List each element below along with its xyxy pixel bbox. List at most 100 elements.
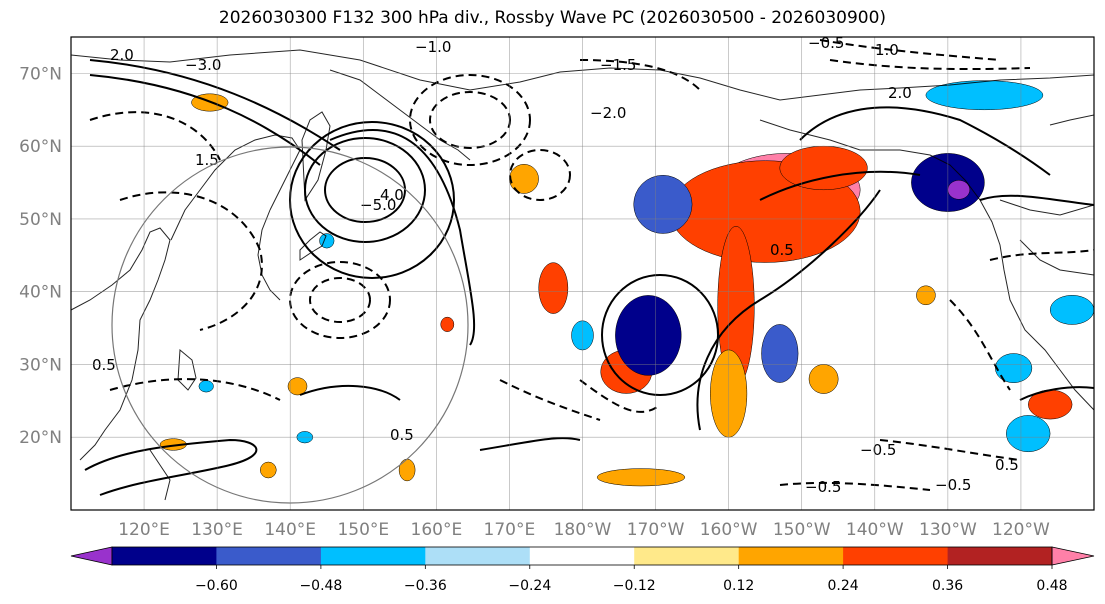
lon-tick-label: 130°W xyxy=(919,520,977,540)
divergence-region xyxy=(615,295,682,376)
contour-line-dashed xyxy=(509,149,571,201)
contour-line-dashed xyxy=(309,277,371,323)
lon-tick-label: 140°E xyxy=(264,520,316,540)
divergence-region xyxy=(779,145,868,191)
contour-label: 0.5 xyxy=(390,426,414,444)
divergence-region xyxy=(509,164,539,194)
contour-label: 2.0 xyxy=(110,46,134,64)
contour-line-dashed xyxy=(429,91,511,149)
colorbar-frame xyxy=(111,546,1053,566)
divergence-region xyxy=(398,458,416,482)
contour-label: −2.0 xyxy=(590,104,626,122)
divergence-region xyxy=(808,364,839,394)
latitude-labels: 70°N 60°N 50°N 40°N 30°N 20°N xyxy=(19,64,62,448)
colorbar-tick-label: −0.36 xyxy=(404,578,447,594)
contour-line-dashed xyxy=(829,59,1031,71)
lat-tick-label: 50°N xyxy=(19,210,62,230)
contour-line xyxy=(329,129,476,346)
colorbar-tick-label: −0.12 xyxy=(613,578,656,594)
longitude-labels: 120°E 130°E 140°E 150°E 160°E 170°E 180°W 170°W… xyxy=(118,520,1050,540)
colorbar-tick-label: 0.12 xyxy=(723,578,754,594)
contour-line xyxy=(696,189,881,431)
contour-label: −1.5 xyxy=(600,56,636,74)
colorbar-segment xyxy=(112,547,217,565)
contour-label: −0.5 xyxy=(805,478,841,496)
lon-tick-label: 120°E xyxy=(118,520,170,540)
lon-tick-label: 150°E xyxy=(337,520,389,540)
divergence-region xyxy=(916,285,936,306)
colorbar-segment xyxy=(947,547,1053,565)
contour-label: 0.5 xyxy=(770,241,794,259)
colorbar-segment xyxy=(529,547,635,565)
lat-tick-label: 70°N xyxy=(19,64,62,84)
lon-tick-label: 150°W xyxy=(773,520,831,540)
contour-label: 0.5 xyxy=(995,456,1019,474)
rossby-wave-contours-negative xyxy=(89,39,1094,491)
contour-label: 0.5 xyxy=(92,356,116,374)
contour-line-dashed xyxy=(949,299,1011,391)
contour-label: 4.0 xyxy=(380,186,404,204)
contour-line xyxy=(84,438,258,496)
contour-line xyxy=(89,59,341,151)
colorbar-segment xyxy=(216,547,322,565)
colorbar-tick-label: 0.24 xyxy=(828,578,859,594)
divergence-region xyxy=(198,380,214,393)
divergence-region xyxy=(287,377,308,396)
divergence-region xyxy=(260,461,277,479)
map-frame xyxy=(70,36,1095,511)
contour-line-dashed xyxy=(989,249,1094,261)
contour-label: −0.5 xyxy=(935,476,971,494)
colorbar-segment xyxy=(320,547,426,565)
divergence-region xyxy=(947,180,971,200)
contour-line-dashed xyxy=(579,379,661,413)
colorbar-tick-label: −0.24 xyxy=(508,578,551,594)
colorbar-segment xyxy=(425,547,531,565)
contour-line-dashed xyxy=(579,59,701,91)
contour-label: −3.0 xyxy=(185,56,221,74)
contour-line-dashed xyxy=(409,74,531,166)
contour-line-dashed xyxy=(779,481,931,491)
contour-line-dashed xyxy=(879,439,1021,461)
chart-title: 2026030300 F132 300 hPa div., Rossby Wav… xyxy=(218,8,887,28)
contour-line xyxy=(304,137,426,243)
divergence-region xyxy=(633,175,693,234)
divergence-region xyxy=(925,80,1044,111)
lon-tick-label: 140°W xyxy=(846,520,904,540)
colorbar-tick-label: −0.60 xyxy=(195,578,238,594)
lon-tick-label: 170°E xyxy=(484,520,536,540)
colorbar-tick-label: −0.48 xyxy=(299,578,342,594)
divergence-region xyxy=(995,353,1033,383)
contour-line xyxy=(1019,386,1094,401)
divergence-region xyxy=(596,468,686,487)
divergence-region xyxy=(440,316,455,332)
lat-tick-label: 60°N xyxy=(19,137,62,157)
colorbar-extend xyxy=(70,546,113,566)
contour-label: −0.5 xyxy=(860,441,896,459)
contour-line xyxy=(324,157,406,223)
lat-tick-label: 20°N xyxy=(19,428,62,448)
colorbar-tick-label: 0.36 xyxy=(932,578,963,594)
colorbar-segment xyxy=(738,547,844,565)
contour-label: −0.5 xyxy=(808,34,844,52)
colorbar-tick-label: 0.48 xyxy=(1036,578,1067,594)
colorbar: −0.60 −0.48 −0.36 −0.24 −0.12 0.12 0.24 0.36 0.4… xyxy=(70,546,1095,594)
lon-tick-label: 130°E xyxy=(191,520,243,540)
lon-tick-label: 170°W xyxy=(627,520,685,540)
contour-line-dashed xyxy=(89,111,221,161)
contour-line-dashed xyxy=(819,39,1001,61)
colorbar-segment xyxy=(843,547,948,565)
colorbar-segment xyxy=(634,547,740,565)
divergence-region xyxy=(1006,415,1051,453)
contour-label: 1.5 xyxy=(195,151,219,169)
rossby-wave-contours xyxy=(84,59,1094,496)
divergence-region xyxy=(761,324,799,383)
divergence-region xyxy=(538,262,569,314)
contour-line xyxy=(979,194,1094,206)
lon-tick-label: 160°E xyxy=(411,520,463,540)
lon-tick-label: 120°W xyxy=(992,520,1050,540)
contour-line-dashed xyxy=(109,378,281,401)
lon-tick-label: 160°W xyxy=(700,520,758,540)
lat-tick-label: 40°N xyxy=(19,283,62,303)
lat-tick-label: 30°N xyxy=(19,356,62,376)
